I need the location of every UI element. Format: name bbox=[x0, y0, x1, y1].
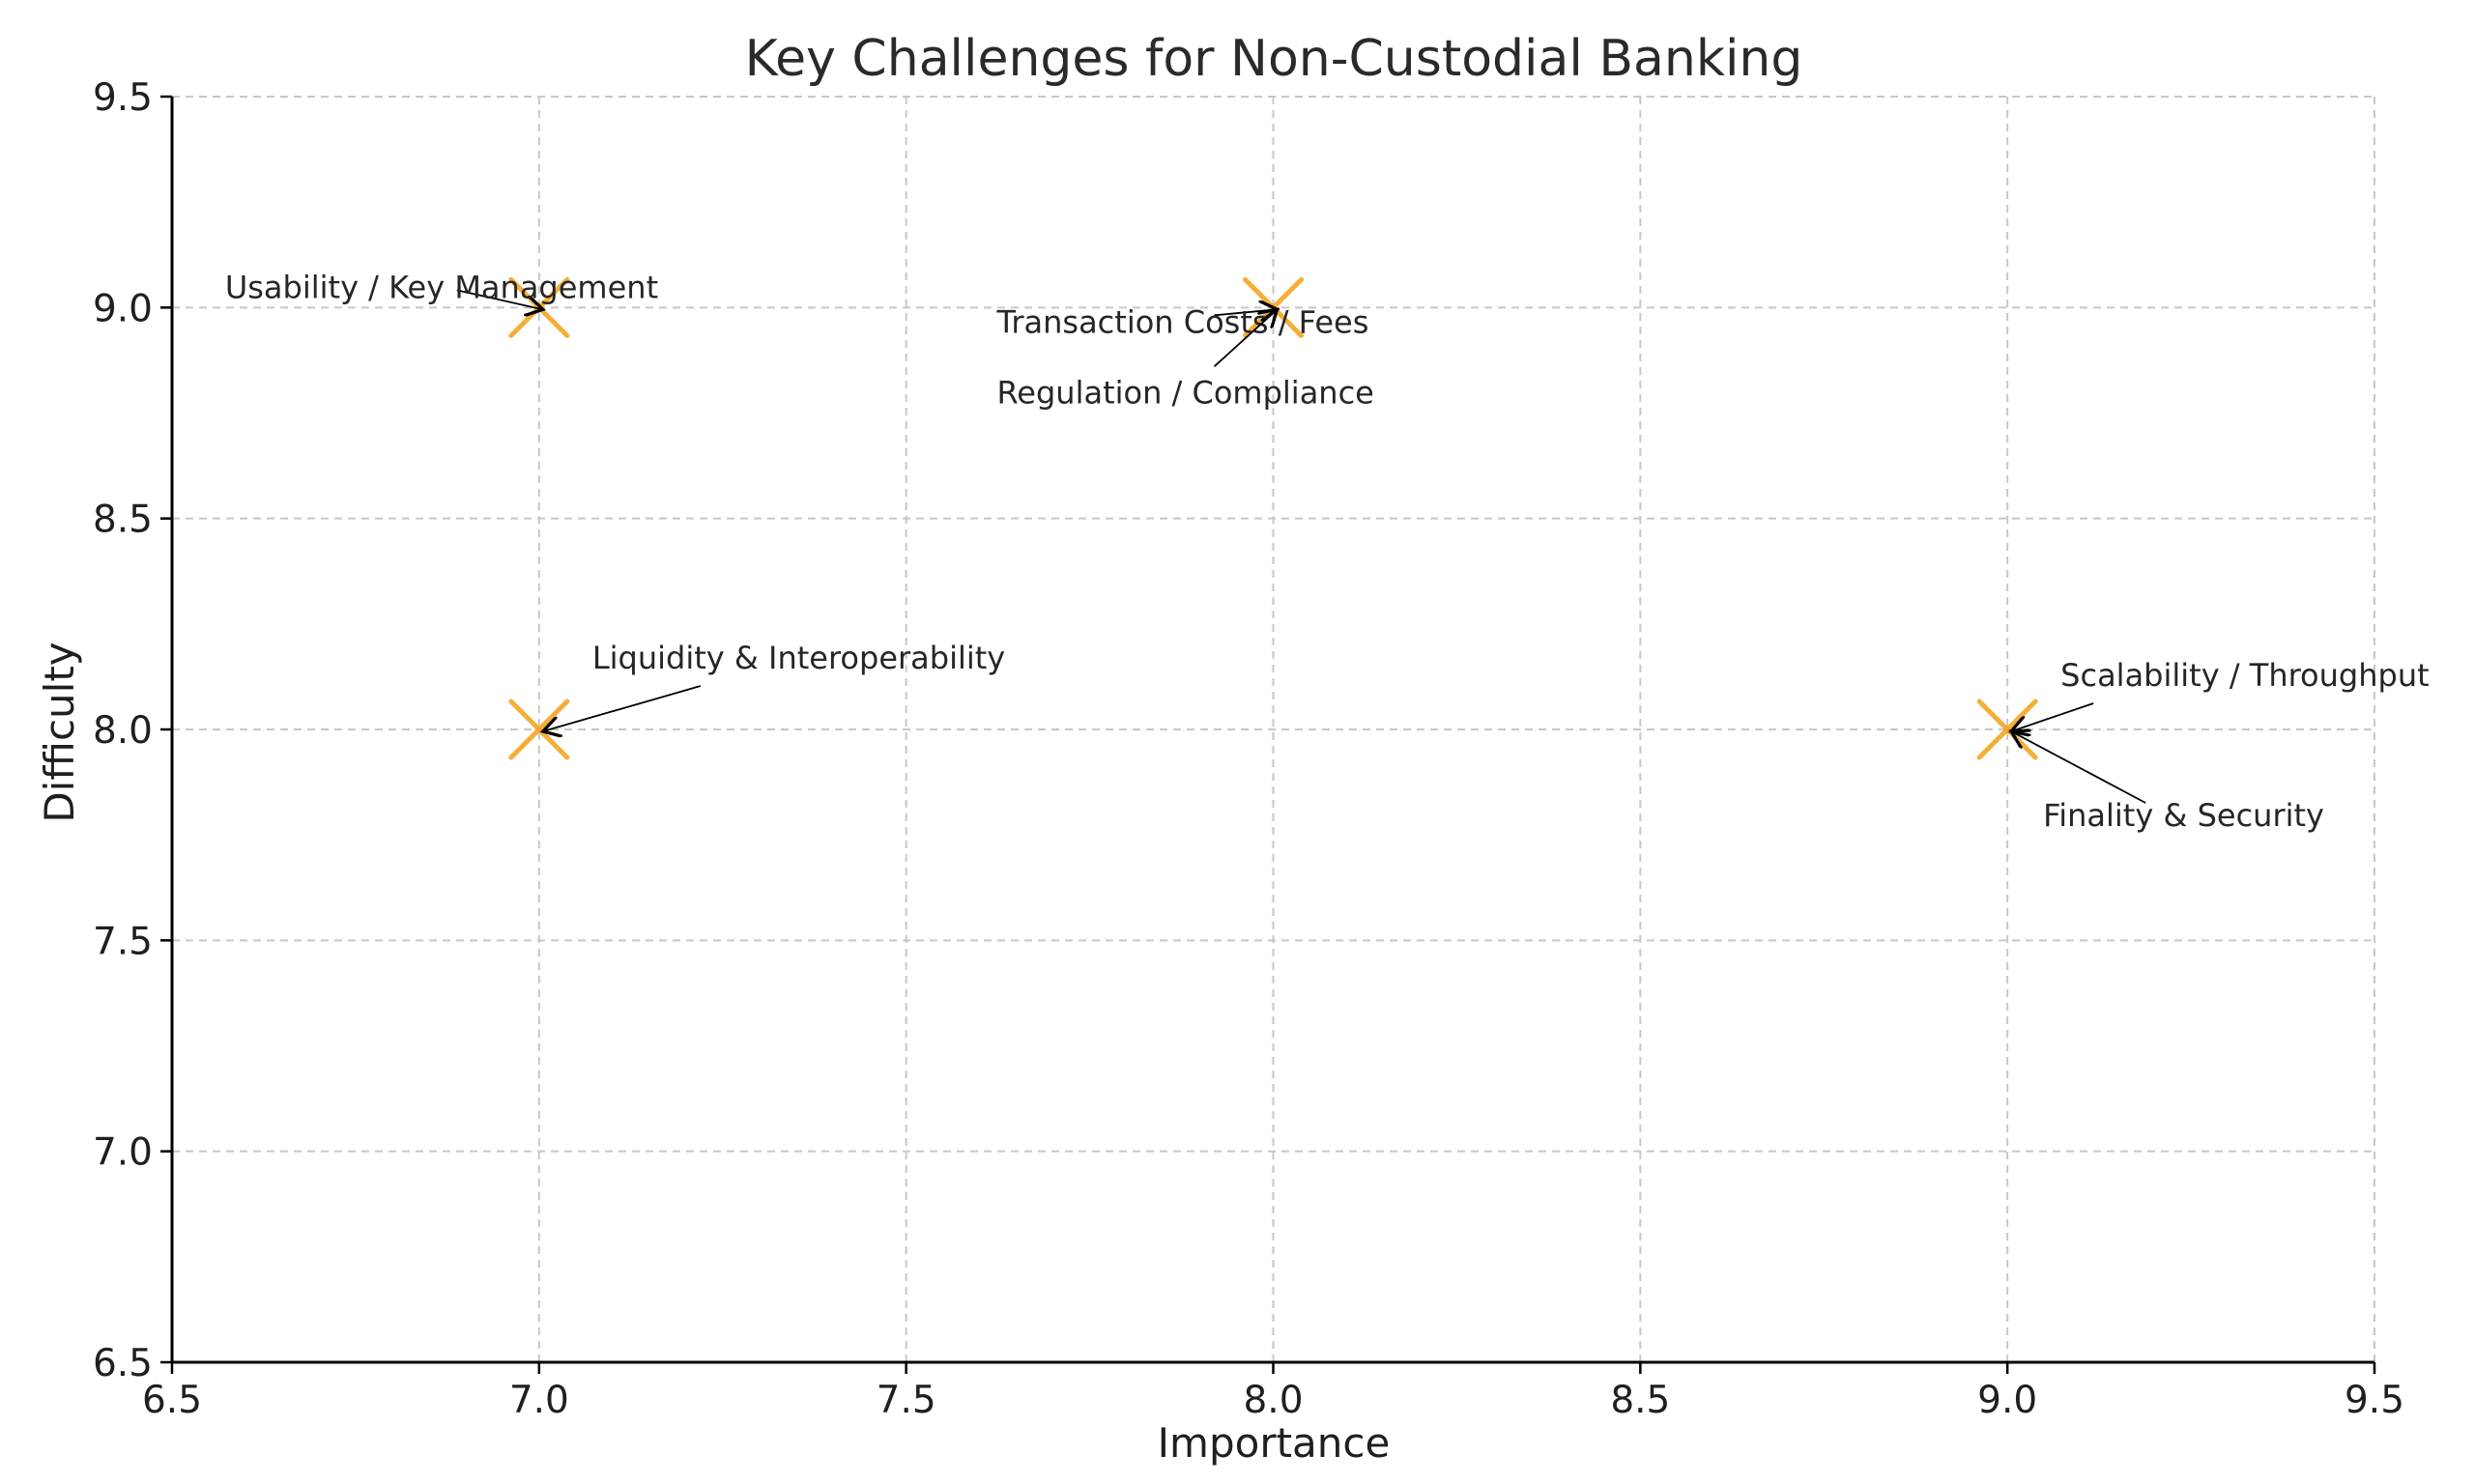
x-tick-label-3: 8.0 bbox=[1243, 1379, 1303, 1422]
annotation-label-4: Scalability / Throughput bbox=[2060, 657, 2429, 694]
annotation-label-3: Liquidity & Interoperability bbox=[592, 640, 1005, 676]
y-tick-label-3: 8.0 bbox=[93, 709, 153, 753]
y-tick-label-2: 7.5 bbox=[93, 920, 153, 963]
axis-layer: 6.5 7.0 7.5 8.0 8.5 9.0 9.5 6.5 7.0 7.5 8.0 8.5 9.0 9… bbox=[93, 76, 2404, 1422]
y-axis-title: Difficulty bbox=[36, 642, 83, 822]
point-3 bbox=[508, 699, 570, 760]
x-tick-label-0: 6.5 bbox=[142, 1379, 202, 1422]
y-tick-label-1: 7.0 bbox=[93, 1131, 153, 1175]
point-4-stroke-b bbox=[1976, 699, 2038, 760]
chart-title: Key Challenges for Non-Custodial Banking bbox=[745, 30, 1803, 88]
y-tick-label-5: 9.0 bbox=[93, 287, 153, 330]
y-tick-label-4: 8.5 bbox=[93, 499, 153, 542]
y-tick-label-0: 6.5 bbox=[93, 1342, 153, 1385]
point-3-stroke-b bbox=[508, 699, 570, 760]
annotation-arrow-3 bbox=[543, 685, 702, 731]
x-tick-label-5: 9.0 bbox=[1977, 1379, 2037, 1422]
x-tick-label-1: 7.0 bbox=[509, 1379, 569, 1422]
annotation-arrow-5 bbox=[2011, 731, 2146, 804]
annotation-label-2: Regulation / Compliance bbox=[997, 374, 1374, 411]
x-tick-label-4: 8.5 bbox=[1610, 1379, 1670, 1422]
annotation-label-1: Transaction Costs / Fees bbox=[996, 303, 1369, 340]
annotation-label-0: Usability / Key Management bbox=[225, 269, 658, 305]
x-axis-title: Importance bbox=[1158, 1419, 1391, 1467]
x-tick-label-2: 7.5 bbox=[877, 1379, 936, 1422]
y-tick-label-6: 9.5 bbox=[93, 76, 153, 120]
annotation-arrow-4 bbox=[2011, 702, 2094, 731]
annotation-layer: Usability / Key Management Transaction Co… bbox=[225, 269, 2430, 834]
annotation-label-5: Finality & Security bbox=[2043, 797, 2324, 834]
x-tick-label-6: 9.5 bbox=[2345, 1379, 2404, 1422]
annotation-arrow-2 bbox=[1213, 309, 1278, 367]
annotation-arrow-0 bbox=[456, 289, 543, 309]
